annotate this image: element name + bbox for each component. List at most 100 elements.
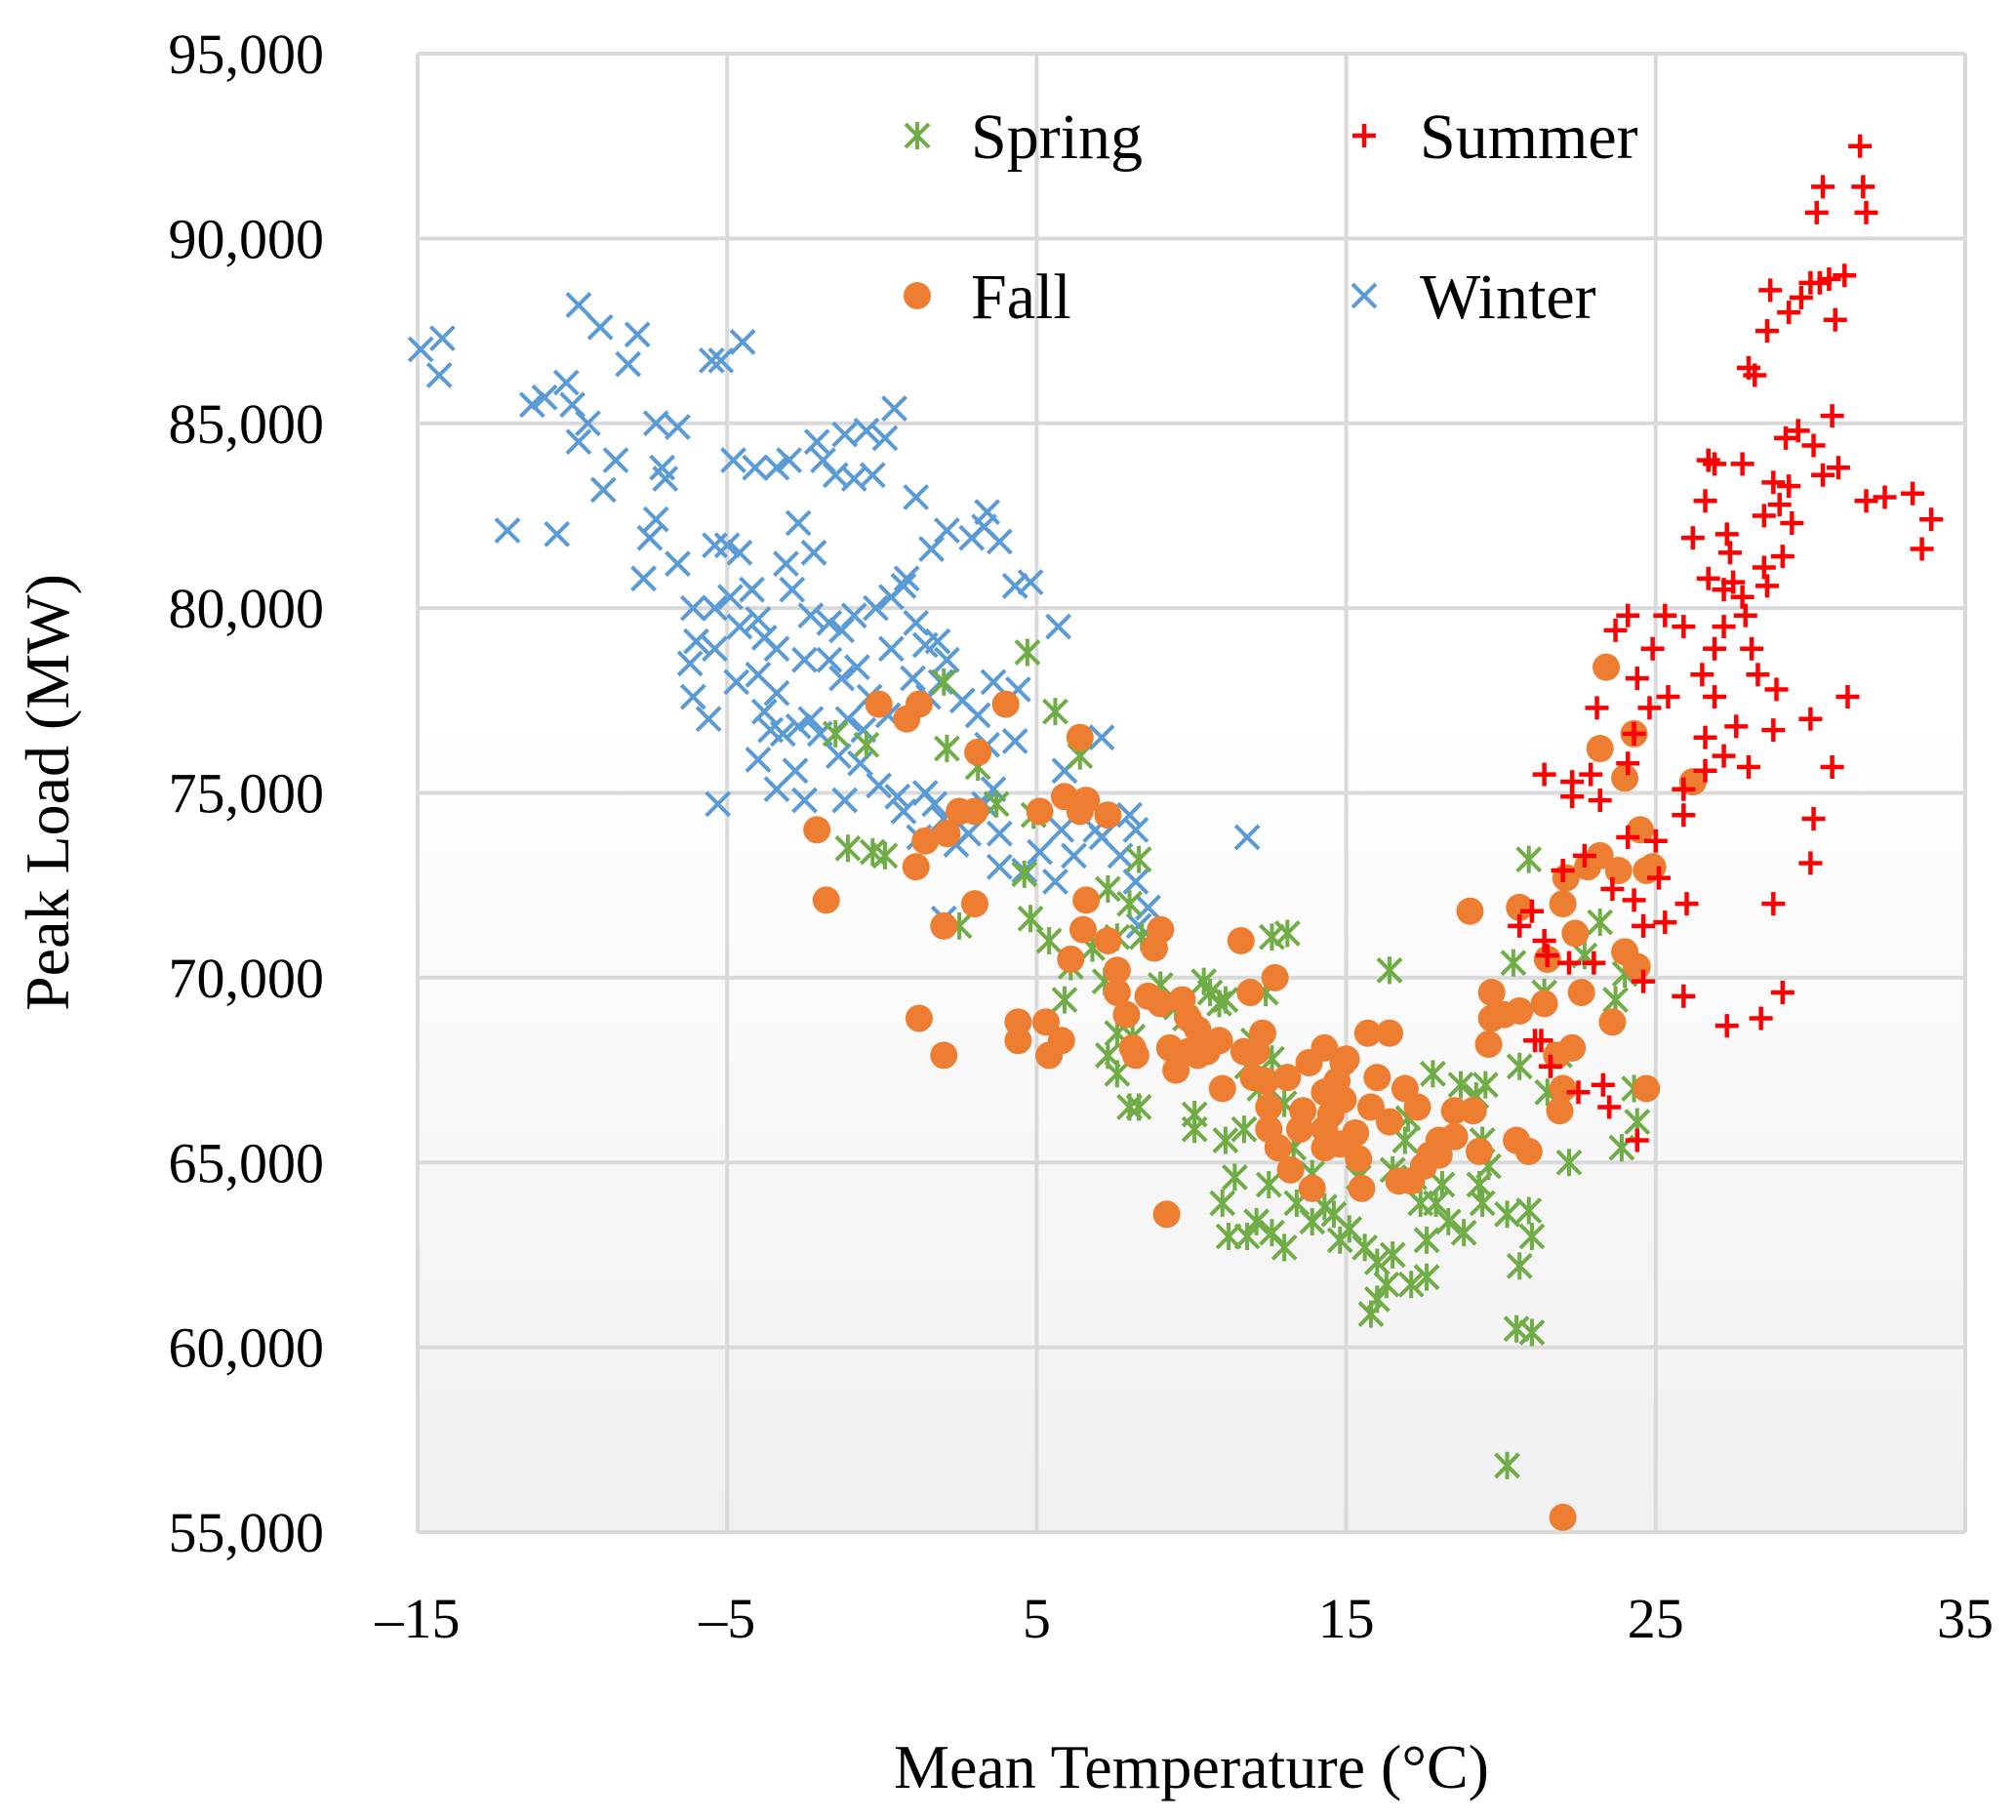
data-point-summer bbox=[1616, 825, 1640, 849]
data-point-fall bbox=[1633, 1074, 1661, 1103]
legend-item-spring[interactable]: Spring bbox=[904, 101, 1143, 173]
data-point-fall bbox=[1094, 927, 1122, 954]
legend-item-summer[interactable]: Summer bbox=[1352, 101, 1638, 173]
data-point-fall bbox=[1456, 897, 1484, 925]
data-point-summer bbox=[1622, 721, 1646, 746]
data-point-summer bbox=[1572, 843, 1596, 868]
data-point-fall bbox=[1376, 1019, 1404, 1047]
data-point-summer bbox=[1597, 1095, 1622, 1119]
x-tick-label: 15 bbox=[1318, 1587, 1375, 1650]
data-point-fall bbox=[1477, 979, 1506, 1007]
data-point-winter bbox=[602, 447, 629, 474]
data-point-fall bbox=[1057, 945, 1085, 973]
data-point-winter bbox=[763, 454, 790, 481]
y-tick-label: 60,000 bbox=[169, 1316, 325, 1380]
data-point-fall bbox=[1066, 723, 1094, 751]
series-winter bbox=[407, 292, 1261, 940]
data-point-spring bbox=[1500, 949, 1527, 977]
legend-symbol-summer bbox=[1352, 124, 1376, 147]
data-point-summer bbox=[1777, 474, 1801, 499]
data-point-winter bbox=[565, 292, 592, 318]
data-point-fall bbox=[1530, 990, 1558, 1018]
legend-symbol-spring bbox=[904, 122, 931, 149]
x-axis-title: Mean Temperature (°C) bbox=[894, 1732, 1489, 1801]
y-tick-label: 90,000 bbox=[169, 207, 325, 270]
data-point-summer bbox=[1801, 433, 1826, 458]
data-point-winter bbox=[575, 410, 601, 437]
data-point-summer bbox=[1910, 537, 1934, 561]
data-point-summer bbox=[1672, 803, 1696, 828]
data-point-winter bbox=[642, 410, 669, 437]
data-point-winter bbox=[980, 668, 1007, 696]
data-point-summer bbox=[1901, 481, 1925, 506]
data-point-fall bbox=[1035, 1041, 1064, 1070]
data-point-fall bbox=[1332, 1045, 1360, 1073]
data-point-summer bbox=[1680, 526, 1705, 550]
data-point-summer bbox=[1532, 762, 1556, 787]
data-point-spring bbox=[1503, 1314, 1530, 1343]
legend-item-fall[interactable]: Fall bbox=[904, 262, 1071, 333]
data-point-summer bbox=[1632, 913, 1656, 938]
data-point-spring bbox=[1116, 890, 1143, 918]
data-point-winter bbox=[844, 654, 870, 681]
legend-label-spring: Spring bbox=[971, 101, 1143, 173]
data-point-fall bbox=[1546, 1097, 1574, 1125]
data-point-winter bbox=[800, 539, 827, 566]
data-point-spring bbox=[1212, 1126, 1239, 1154]
data-point-winter bbox=[544, 520, 571, 547]
data-point-winter bbox=[739, 576, 765, 603]
data-point-winter bbox=[720, 447, 746, 474]
data-point-spring bbox=[1042, 698, 1068, 726]
data-point-winter bbox=[866, 772, 893, 799]
data-point-winter bbox=[698, 346, 725, 374]
data-point-fall bbox=[960, 797, 988, 826]
data-point-summer bbox=[1786, 419, 1810, 443]
legend-item-winter[interactable]: Winter bbox=[1351, 262, 1596, 333]
data-point-winter bbox=[518, 391, 545, 419]
gridlines bbox=[416, 52, 1967, 1534]
legend-marker-winter bbox=[1351, 282, 1378, 309]
data-point-summer bbox=[1736, 754, 1760, 779]
data-point-spring bbox=[1518, 1223, 1546, 1250]
data-point-winter bbox=[531, 384, 558, 411]
data-point-fall bbox=[1593, 653, 1621, 681]
data-point-winter bbox=[877, 635, 905, 663]
data-point-spring bbox=[1011, 860, 1038, 888]
data-point-winter bbox=[552, 369, 580, 396]
x-tick-label: –15 bbox=[375, 1587, 461, 1650]
data-point-summer bbox=[1848, 134, 1873, 158]
data-point-spring bbox=[1230, 1115, 1258, 1144]
data-point-winter bbox=[791, 787, 818, 814]
data-point-fall bbox=[1289, 1097, 1317, 1125]
data-point-spring bbox=[1506, 1052, 1533, 1080]
data-point-winter bbox=[816, 609, 843, 636]
data-point-summer bbox=[1603, 618, 1628, 642]
data-point-winter bbox=[745, 746, 772, 773]
data-point-fall bbox=[1273, 1064, 1302, 1092]
data-point-spring bbox=[933, 735, 960, 763]
data-point-winter bbox=[769, 720, 796, 748]
data-point-fall bbox=[1264, 1134, 1292, 1162]
data-point-summer bbox=[1637, 696, 1662, 720]
data-point-spring bbox=[1181, 1115, 1208, 1144]
data-point-fall bbox=[1561, 919, 1590, 948]
data-point-spring bbox=[1472, 1071, 1499, 1099]
data-point-winter bbox=[428, 325, 456, 352]
data-point-summer bbox=[1811, 175, 1835, 199]
data-point-summer bbox=[1622, 888, 1646, 912]
data-point-summer bbox=[1560, 770, 1585, 794]
data-point-fall bbox=[1236, 979, 1265, 1007]
data-point-winter bbox=[831, 421, 859, 448]
data-point-spring bbox=[1255, 1170, 1282, 1198]
data-point-winter bbox=[791, 646, 818, 673]
data-point-winter bbox=[713, 532, 741, 559]
data-point-winter bbox=[679, 683, 706, 710]
data-point-spring bbox=[983, 789, 1010, 818]
data-point-spring bbox=[930, 667, 957, 696]
legend-label-fall: Fall bbox=[971, 262, 1071, 333]
data-point-fall bbox=[1103, 979, 1131, 1007]
data-point-fall bbox=[964, 738, 992, 766]
data-point-summer bbox=[1600, 876, 1625, 901]
data-point-summer bbox=[1764, 677, 1789, 702]
data-point-summer bbox=[1804, 200, 1829, 224]
